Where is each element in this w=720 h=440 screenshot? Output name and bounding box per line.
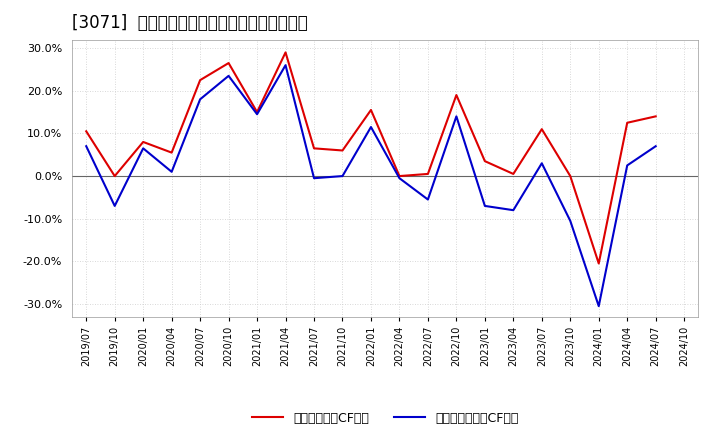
流動負債営業CF比率 bbox=[82, 128, 91, 134]
流動負債営業CF比率 bbox=[595, 261, 603, 266]
流動負債営業CF比率 bbox=[167, 150, 176, 155]
流動負債フリーCF比率 bbox=[480, 203, 489, 209]
流動負債営業CF比率 bbox=[225, 60, 233, 66]
流動負債フリーCF比率 bbox=[225, 73, 233, 78]
流動負債営業CF比率 bbox=[623, 120, 631, 125]
流動負債営業CF比率 bbox=[452, 92, 461, 98]
流動負債フリーCF比率 bbox=[395, 176, 404, 181]
流動負債営業CF比率 bbox=[338, 148, 347, 153]
流動負債営業CF比率 bbox=[480, 158, 489, 164]
流動負債フリーCF比率 bbox=[537, 161, 546, 166]
流動負債営業CF比率 bbox=[366, 107, 375, 113]
流動負債営業CF比率 bbox=[282, 50, 290, 55]
流動負債フリーCF比率 bbox=[595, 304, 603, 309]
流動負債フリーCF比率 bbox=[366, 125, 375, 130]
流動負債営業CF比率 bbox=[537, 127, 546, 132]
流動負債営業CF比率 bbox=[652, 114, 660, 119]
流動負債フリーCF比率 bbox=[282, 62, 290, 68]
流動負債フリーCF比率 bbox=[338, 173, 347, 179]
流動負債フリーCF比率 bbox=[310, 176, 318, 181]
流動負債フリーCF比率 bbox=[566, 218, 575, 224]
流動負債フリーCF比率 bbox=[82, 143, 91, 149]
流動負債営業CF比率 bbox=[509, 171, 518, 176]
流動負債フリーCF比率 bbox=[196, 97, 204, 102]
Legend: 流動負債営業CF比率, 流動負債フリーCF比率: 流動負債営業CF比率, 流動負債フリーCF比率 bbox=[252, 412, 518, 425]
流動負債営業CF比率 bbox=[423, 171, 432, 176]
流動負債営業CF比率 bbox=[395, 173, 404, 179]
流動負債フリーCF比率 bbox=[110, 203, 119, 209]
流動負債営業CF比率 bbox=[310, 146, 318, 151]
流動負債フリーCF比率 bbox=[167, 169, 176, 174]
流動負債営業CF比率 bbox=[139, 139, 148, 145]
流動負債フリーCF比率 bbox=[423, 197, 432, 202]
Text: [3071]  流動負債キャッシュフロー比率の推移: [3071] 流動負債キャッシュフロー比率の推移 bbox=[72, 15, 307, 33]
流動負債営業CF比率 bbox=[196, 77, 204, 83]
流動負債フリーCF比率 bbox=[139, 146, 148, 151]
流動負債営業CF比率 bbox=[566, 173, 575, 179]
Line: 流動負債フリーCF比率: 流動負債フリーCF比率 bbox=[86, 65, 656, 306]
流動負債営業CF比率 bbox=[253, 110, 261, 115]
流動負債フリーCF比率 bbox=[652, 143, 660, 149]
流動負債フリーCF比率 bbox=[623, 163, 631, 168]
流動負債フリーCF比率 bbox=[253, 112, 261, 117]
流動負債営業CF比率 bbox=[110, 173, 119, 179]
流動負債フリーCF比率 bbox=[509, 208, 518, 213]
Line: 流動負債営業CF比率: 流動負債営業CF比率 bbox=[86, 52, 656, 264]
流動負債フリーCF比率 bbox=[452, 114, 461, 119]
